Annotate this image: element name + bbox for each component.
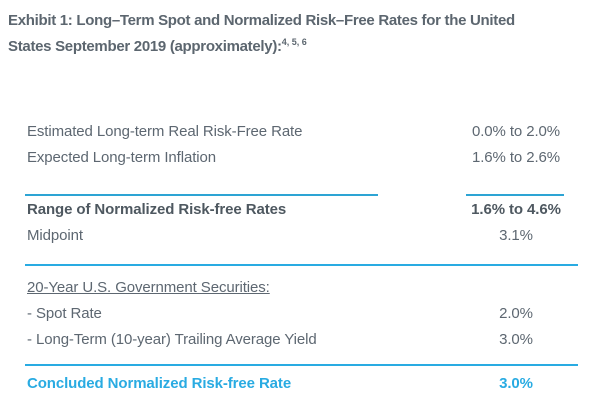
footnote-refs: 4, 5, 6 <box>281 37 307 47</box>
divider-section-1 <box>25 264 578 266</box>
row-label: - Long-Term (10-year) Trailing Average Y… <box>27 330 317 348</box>
row-value: 3.1% <box>499 226 533 244</box>
row-spot-rate: - Spot Rate 2.0% <box>25 300 578 326</box>
exhibit-title: Exhibit 1: Long–Term Spot and Normalized… <box>8 8 592 60</box>
row-expected-inflation: Expected Long-term Inflation 1.6% to 2.6… <box>25 144 578 170</box>
divider-subtotal <box>25 194 578 196</box>
row-value: 0.0% to 2.0% <box>471 122 561 140</box>
divider-section-2 <box>25 364 578 366</box>
row-label: Concluded Normalized Risk-free Rate <box>27 374 292 392</box>
row-concluded-rate: Concluded Normalized Risk-free Rate 3.0% <box>25 370 578 396</box>
row-govt-securities-header: 20-Year U.S. Government Securities: <box>25 274 578 300</box>
row-range-normalized-rates: Range of Normalized Risk-free Rates 1.6%… <box>25 196 578 222</box>
row-value: 3.0% <box>499 374 533 392</box>
row-value: 1.6% to 4.6% <box>471 200 561 218</box>
risk-free-rate-table: Estimated Long-term Real Risk-Free Rate … <box>25 118 578 396</box>
row-midpoint: Midpoint 3.1% <box>25 222 578 248</box>
exhibit-title-line2-text: States September 2019 (approximately): <box>8 38 282 55</box>
row-value: 3.0% <box>499 330 533 348</box>
divider-subtotal-right-segment <box>466 194 564 196</box>
row-trailing-average-yield: - Long-Term (10-year) Trailing Average Y… <box>25 326 578 352</box>
row-label: Range of Normalized Risk-free Rates <box>27 200 287 218</box>
row-estimated-real-rate: Estimated Long-term Real Risk-Free Rate … <box>25 118 578 144</box>
divider-subtotal-left-segment <box>25 194 378 196</box>
row-value: 2.0% <box>499 304 533 322</box>
exhibit-title-line1: Exhibit 1: Long–Term Spot and Normalized… <box>8 12 515 29</box>
row-label: Midpoint <box>27 226 83 244</box>
row-label: - Spot Rate <box>27 304 102 322</box>
row-label: 20-Year U.S. Government Securities: <box>27 278 270 296</box>
exhibit-title-line2: States September 2019 (approximately):4,… <box>8 34 592 60</box>
row-value: 1.6% to 2.6% <box>471 148 561 166</box>
row-label: Estimated Long-term Real Risk-Free Rate <box>27 122 303 140</box>
row-label: Expected Long-term Inflation <box>27 148 216 166</box>
